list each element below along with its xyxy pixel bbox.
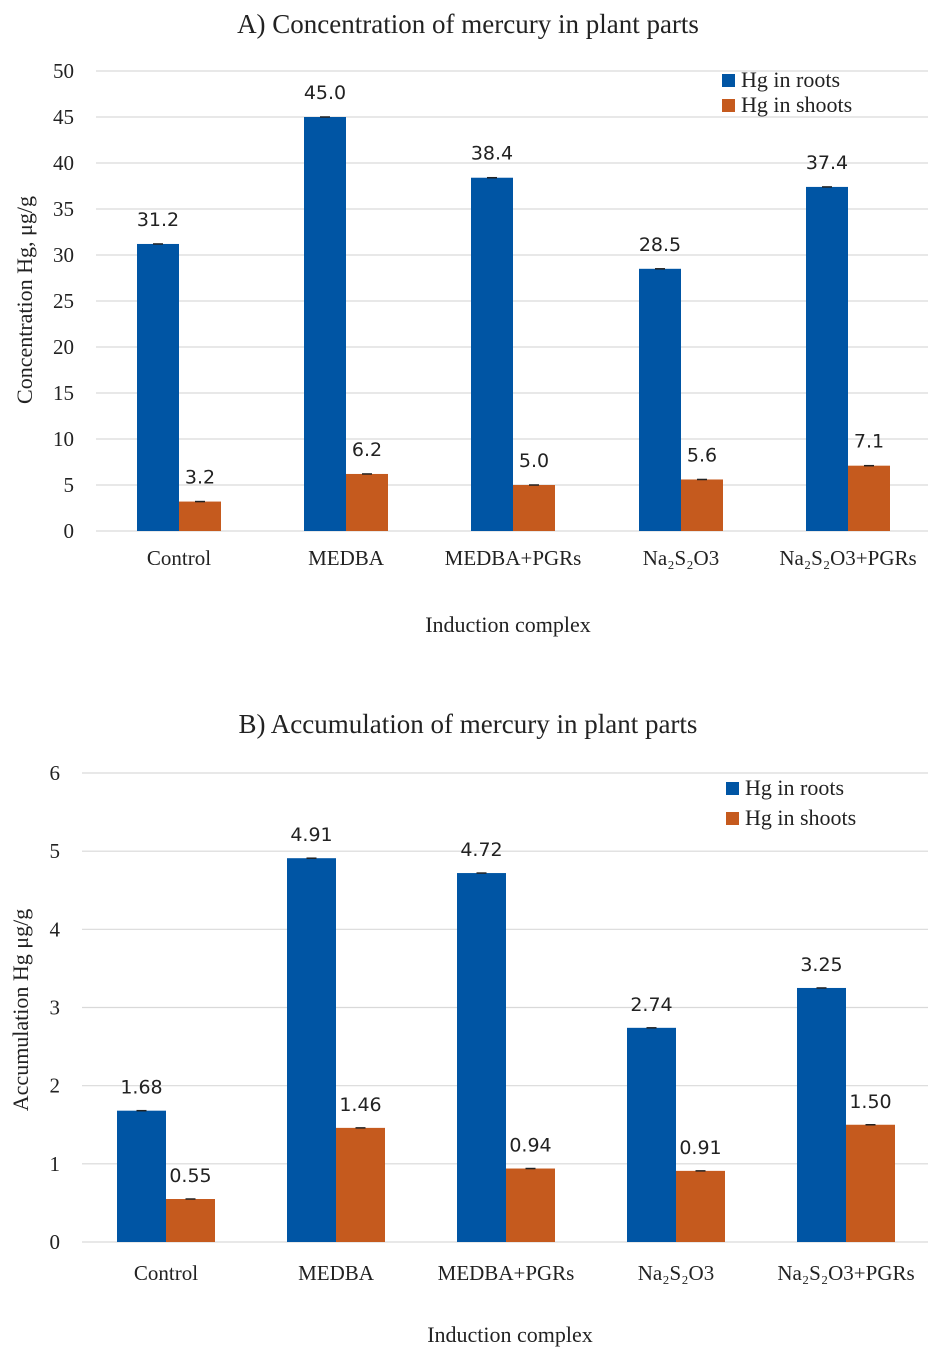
chart-concentration: A) Concentration of mercury in plant par… — [12, 9, 928, 637]
x-axis-title: Induction complex — [427, 1322, 593, 1347]
bar-roots — [639, 268, 681, 531]
y-tick-label: 3 — [50, 996, 61, 1020]
bar-shoots — [179, 501, 221, 531]
data-label: 4.91 — [290, 824, 332, 846]
y-tick-label: 20 — [53, 335, 74, 359]
chart-title: B) Accumulation of mercury in plant part… — [239, 709, 698, 739]
x-tick-label: MEDBA+PGRs — [445, 546, 582, 570]
bar-shoots — [848, 465, 890, 531]
legend-swatch — [722, 99, 735, 112]
y-axis-title: Accumulation Hg μg/g — [8, 909, 33, 1111]
data-label: 0.94 — [509, 1135, 551, 1157]
x-tick-label: Na₂S₂O3 — [643, 546, 719, 570]
bar-roots — [627, 1027, 676, 1242]
y-tick-label: 4 — [50, 917, 61, 941]
bar-roots — [457, 873, 506, 1242]
data-label: 0.91 — [679, 1137, 721, 1159]
bar-roots — [304, 117, 346, 531]
x-tick-label: Na₂S₂O3+PGRs — [779, 546, 916, 570]
y-tick-label: 0 — [64, 519, 75, 543]
chart-title: A) Concentration of mercury in plant par… — [237, 9, 699, 39]
bar-roots — [137, 243, 179, 531]
bar-shoots — [681, 479, 723, 531]
bar-roots — [797, 987, 846, 1242]
data-label: 0.55 — [169, 1165, 211, 1187]
bar-roots — [471, 177, 513, 531]
data-label: 31.2 — [137, 209, 179, 231]
bar-shoots — [506, 1168, 555, 1242]
data-label: 3.25 — [800, 954, 842, 976]
data-label: 3.2 — [185, 467, 215, 489]
y-tick-label: 45 — [53, 105, 74, 129]
y-tick-label: 5 — [64, 473, 75, 497]
y-tick-label: 2 — [50, 1074, 61, 1098]
data-label: 45.0 — [304, 82, 346, 104]
data-label: 4.72 — [460, 839, 502, 861]
x-axis-title: Induction complex — [425, 612, 591, 637]
bar-shoots — [346, 473, 388, 531]
y-tick-label: 10 — [53, 427, 74, 451]
data-label: 1.50 — [849, 1091, 891, 1113]
data-label: 7.1 — [854, 431, 884, 453]
legend-swatch — [722, 74, 735, 87]
data-label: 38.4 — [471, 143, 513, 165]
legend-label: Hg in shoots — [745, 805, 856, 830]
data-label: 37.4 — [806, 152, 848, 174]
y-tick-label: 1 — [50, 1152, 61, 1176]
y-axis-title: Concentration Hg, μg/g — [12, 196, 37, 404]
legend-swatch — [726, 782, 739, 795]
y-tick-label: 40 — [53, 151, 74, 175]
bar-shoots — [336, 1127, 385, 1242]
y-tick-label: 35 — [53, 197, 74, 221]
bar-shoots — [166, 1199, 215, 1242]
bar-roots — [287, 858, 336, 1242]
bar-roots — [117, 1110, 166, 1242]
x-tick-label: MEDBA+PGRs — [438, 1261, 575, 1285]
y-tick-label: 6 — [50, 761, 61, 785]
chart-accumulation: B) Accumulation of mercury in plant part… — [8, 709, 928, 1347]
data-label: 2.74 — [630, 994, 672, 1016]
y-tick-label: 30 — [53, 243, 74, 267]
legend-swatch — [726, 812, 739, 825]
data-label: 5.6 — [687, 444, 717, 466]
bar-shoots — [846, 1124, 895, 1242]
legend-label: Hg in shoots — [741, 92, 852, 117]
legend-label: Hg in roots — [741, 67, 840, 92]
y-tick-label: 15 — [53, 381, 74, 405]
data-label: 28.5 — [639, 234, 681, 256]
bar-shoots — [676, 1170, 725, 1242]
data-label: 6.2 — [352, 439, 382, 461]
y-tick-label: 0 — [50, 1230, 61, 1254]
legend-label: Hg in roots — [745, 775, 844, 800]
x-tick-label: MEDBA — [298, 1261, 375, 1285]
y-tick-label: 25 — [53, 289, 74, 313]
x-tick-label: MEDBA — [308, 546, 385, 570]
bar-roots — [806, 186, 848, 532]
x-tick-label: Na₂S₂O3+PGRs — [777, 1261, 914, 1285]
bar-shoots — [513, 485, 555, 531]
data-label: 5.0 — [519, 450, 549, 472]
data-label: 1.46 — [339, 1094, 381, 1116]
x-tick-label: Control — [147, 546, 211, 570]
y-tick-label: 50 — [53, 59, 74, 83]
x-tick-label: Na₂S₂O3 — [638, 1261, 714, 1285]
y-tick-label: 5 — [50, 839, 61, 863]
legend: Hg in roots Hg in shoots — [726, 775, 856, 830]
data-label: 1.68 — [120, 1077, 162, 1099]
x-tick-label: Control — [134, 1261, 198, 1285]
